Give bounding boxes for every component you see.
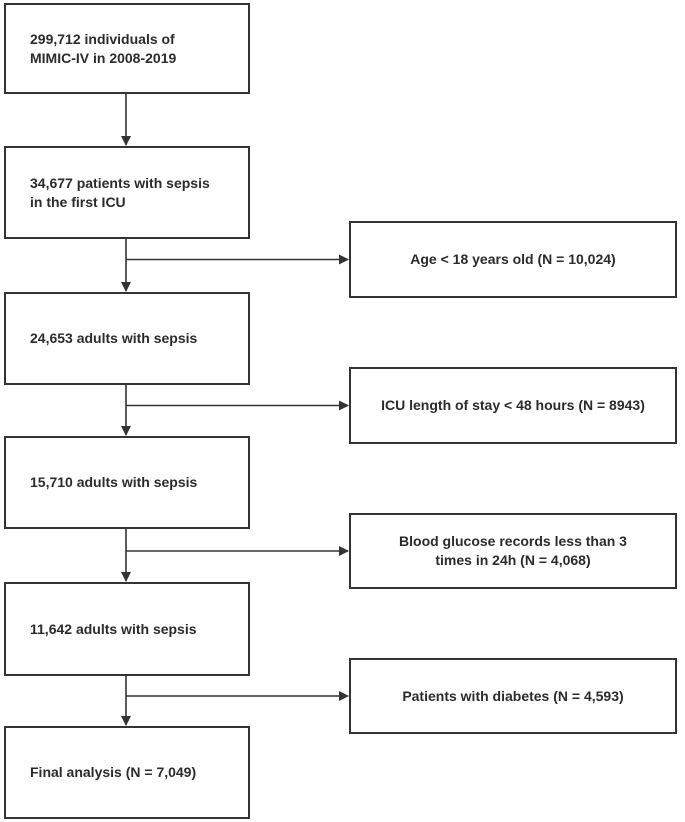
exclusion-3-line-1: Blood glucose records less than 3 [399, 533, 627, 549]
main-step-box-2: 34,677 patients with sepsis in the first… [4, 146, 250, 239]
exclusion-1-line-1: Age < 18 years old (N = 10,024) [410, 251, 616, 267]
main-step-4-line-1: 15,710 adults with sepsis [30, 474, 198, 490]
main-step-5-line-1: 11,642 adults with sepsis [30, 620, 197, 637]
exclusion-box-3: Blood glucose records less than 3 times … [349, 513, 677, 589]
main-step-2-line-1: 34,677 patients with sepsis [30, 174, 210, 191]
main-step-6-line-1: Final analysis (N = 7,049) [30, 764, 197, 780]
exclusion-2-line-1: ICU length of stay < 48 hours (N = 8943) [381, 397, 645, 413]
main-step-1-line-1: 299,712 individuals of [30, 30, 175, 47]
main-step-box-1: 299,712 individuals of MIMIC-IV in 2008-… [4, 3, 250, 94]
main-step-1-line-2: MIMIC-IV in 2008-2019 [30, 49, 177, 66]
exclusion-3-line-2: times in 24h (N = 4,068) [435, 552, 591, 568]
exclusion-box-2: ICU length of stay < 48 hours (N = 8943) [349, 367, 677, 444]
exclusion-4-line-1: Patients with diabetes (N = 4,593) [402, 687, 624, 704]
exclusion-box-1: Age < 18 years old (N = 10,024) [349, 221, 677, 298]
exclusion-box-4: Patients with diabetes (N = 4,593) [349, 658, 677, 734]
main-step-2-line-2: in the first ICU [30, 193, 126, 210]
main-step-box-5: 11,642 adults with sepsis [4, 582, 250, 676]
main-step-box-6: Final analysis (N = 7,049) [4, 726, 250, 819]
main-step-3-line-1: 24,653 adults with sepsis [30, 330, 198, 346]
main-step-box-4: 15,710 adults with sepsis [4, 436, 250, 529]
main-step-box-3: 24,653 adults with sepsis [4, 292, 250, 385]
